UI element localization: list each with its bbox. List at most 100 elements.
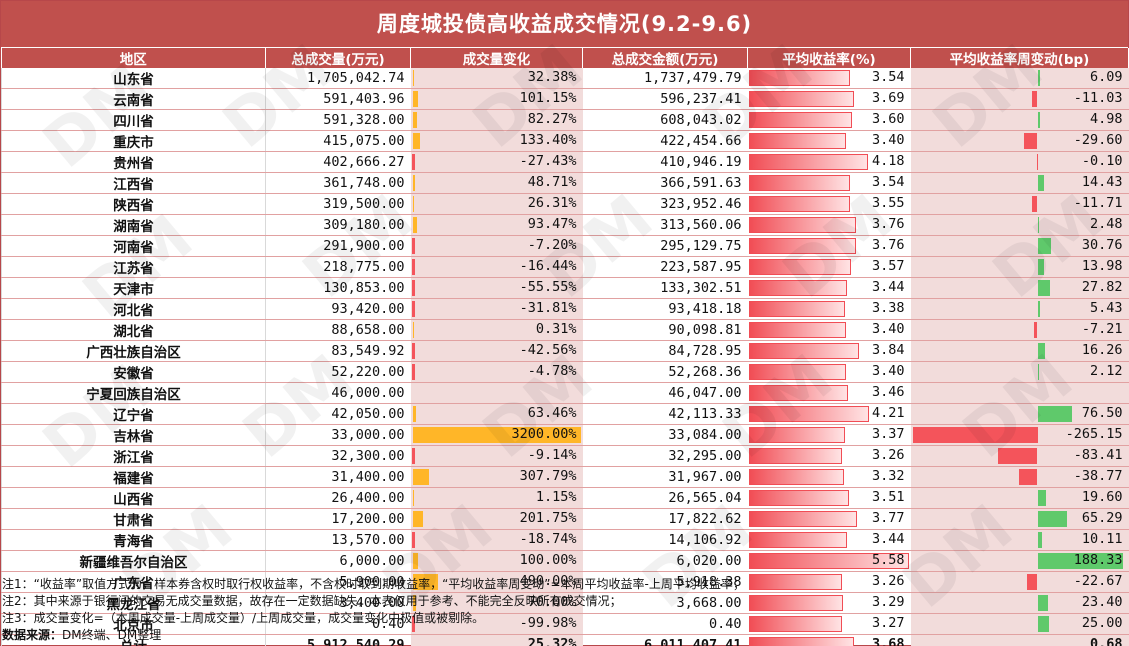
- avg-yield-cell: 3.44: [747, 529, 911, 551]
- region-cell: 陕西省: [1, 193, 266, 215]
- data-source-label: 数据来源：: [2, 628, 63, 642]
- volume-change-value: 101.15%: [519, 90, 577, 106]
- volume-change-value: 133.40%: [519, 132, 577, 148]
- header-region: 地区: [1, 48, 266, 68]
- avg-yield-cell: 3.40: [747, 361, 911, 383]
- yield-change-bar: [1037, 595, 1049, 611]
- avg-yield-value: 3.26: [871, 447, 905, 463]
- yield-change-bar: [1037, 406, 1073, 422]
- table-row: 山东省 1,705,042.74 32.38% 1,737,479.79 3.54 6.0…: [1, 68, 1129, 89]
- volume-change-value: 82.27%: [527, 111, 577, 127]
- volume-change-cell: 3200.00%: [410, 424, 583, 446]
- amount-cell: 33,084.00: [582, 424, 748, 446]
- volume-change-bar: [412, 553, 418, 569]
- avg-yield-cell: 3.55: [747, 193, 911, 215]
- region-cell: 黑龙江省: [1, 592, 266, 614]
- yield-change-value: 2.12: [1089, 363, 1123, 379]
- avg-yield-value: 3.40: [871, 132, 905, 148]
- amount-cell: 32,295.00: [582, 445, 748, 467]
- yield-change-cell: 25.00: [910, 613, 1129, 635]
- amount-cell: 46,047.00: [582, 382, 748, 404]
- yield-change-value: -29.60: [1073, 132, 1123, 148]
- yield-change-cell: 5.43: [910, 298, 1129, 320]
- avg-yield-bar: [748, 532, 848, 548]
- volume-cell: 5,912,540.29: [265, 634, 411, 646]
- yield-change-cell: 6.09: [910, 68, 1129, 89]
- volume-change-cell: 201.75%: [410, 508, 583, 530]
- yield-change-bar: [1037, 154, 1039, 170]
- avg-yield-cell: 3.40: [747, 319, 911, 341]
- volume-change-cell: -16.44%: [410, 256, 583, 278]
- volume-cell: 32,300.00: [265, 445, 411, 467]
- region-cell: 湖北省: [1, 319, 266, 341]
- table-row: 重庆市 415,075.00 133.40% 422,454.66 3.40 -29.60: [1, 130, 1129, 152]
- yield-change-cell: 4.98: [910, 109, 1129, 131]
- avg-yield-cell: 3.29: [747, 592, 911, 614]
- volume-change-bar: [412, 133, 420, 149]
- avg-yield-cell: 3.69: [747, 88, 911, 110]
- yield-change-cell: 2.48: [910, 214, 1129, 236]
- yield-change-value: 14.43: [1081, 174, 1123, 190]
- yield-change-bar: [998, 448, 1038, 464]
- volume-change-value: -31.81%: [519, 300, 577, 316]
- yield-change-bar: [1037, 532, 1043, 548]
- volume-change-cell: -55.55%: [410, 277, 583, 299]
- volume-change-cell: 101.15%: [410, 88, 583, 110]
- volume-change-bar: [411, 343, 415, 359]
- volume-change-value: -7.20%: [527, 237, 577, 253]
- volume-change-cell: 48.71%: [410, 172, 583, 194]
- amount-cell: 410,946.19: [582, 151, 748, 173]
- table-row: 甘肃省 17,200.00 201.75% 17,822.62 3.77 65.29: [1, 508, 1129, 530]
- yield-change-value: -38.77: [1073, 468, 1123, 484]
- table-row: 四川省 591,328.00 82.27% 608,043.02 3.60 4.98: [1, 109, 1129, 131]
- region-cell: 重庆市: [1, 130, 266, 152]
- volume-cell: 33,000.00: [265, 424, 411, 446]
- avg-yield-bar: [748, 469, 844, 485]
- avg-yield-cell: 3.68: [747, 634, 911, 646]
- volume-cell: 361,748.00: [265, 172, 411, 194]
- table-row: 宁夏回族自治区 46,000.00 46,047.00 3.46: [1, 382, 1129, 404]
- volume-change-bar: [412, 91, 418, 107]
- region-cell: 河南省: [1, 235, 266, 257]
- avg-yield-bar: [748, 574, 842, 590]
- region-cell: 安徽省: [1, 361, 266, 383]
- yield-change-cell: 188.33: [910, 550, 1129, 572]
- yield-change-cell: 76.50: [910, 403, 1129, 425]
- volume-change-bar: [412, 217, 418, 233]
- amount-cell: 5,918.38: [582, 571, 748, 593]
- avg-yield-cell: 3.26: [747, 445, 911, 467]
- yield-change-cell: -29.60: [910, 130, 1129, 152]
- volume-cell: 52,220.00: [265, 361, 411, 383]
- yield-change-bar: [1037, 301, 1040, 317]
- volume-change-bar: [412, 175, 416, 191]
- amount-cell: 1,737,479.79: [582, 68, 748, 89]
- volume-change-value: 3200.00%: [511, 426, 577, 442]
- avg-yield-cell: 3.57: [747, 256, 911, 278]
- table-header-row: 地区 总成交量(万元) 成交量变化 总成交金额(万元) 平均收益率(%) 平均收…: [1, 48, 1129, 68]
- table-row: 辽宁省 42,050.00 63.46% 42,113.33 4.21 76.50: [1, 403, 1129, 425]
- region-cell: 江西省: [1, 172, 266, 194]
- yield-change-value: -0.10: [1081, 153, 1123, 169]
- avg-yield-value: 3.54: [871, 69, 905, 85]
- avg-yield-bar: [748, 343, 859, 359]
- region-cell: 湖南省: [1, 214, 266, 236]
- volume-cell: 17,200.00: [265, 508, 411, 530]
- amount-cell: 6,011,407.41: [582, 634, 748, 646]
- volume-change-bar: [412, 406, 416, 422]
- table-row: 安徽省 52,220.00 -4.78% 52,268.36 3.40 2.12: [1, 361, 1129, 383]
- avg-yield-value: 3.29: [871, 594, 905, 610]
- volume-cell: 6,000.00: [265, 550, 411, 572]
- table-row: 广东省 5,900.00 490.00% 5,918.38 3.26 -22.67: [1, 571, 1129, 593]
- avg-yield-value: 3.68: [871, 636, 905, 646]
- avg-yield-value: 3.57: [871, 258, 905, 274]
- amount-cell: 323,952.46: [582, 193, 748, 215]
- amount-cell: 223,587.95: [582, 256, 748, 278]
- header-volume-change: 成交量变化: [410, 48, 583, 68]
- yield-change-value: 2.48: [1089, 216, 1123, 232]
- yield-change-bar: [1026, 574, 1038, 590]
- yield-change-bar: [1037, 175, 1044, 191]
- avg-yield-cell: 3.60: [747, 109, 911, 131]
- yield-change-cell: -0.10: [910, 151, 1129, 173]
- volume-change-cell: 307.79%: [410, 466, 583, 488]
- volume-cell: 26,400.00: [265, 487, 411, 509]
